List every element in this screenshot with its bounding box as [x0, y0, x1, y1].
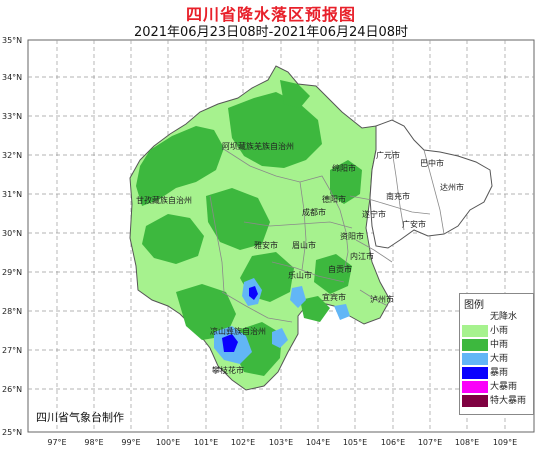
lat-label: 35°N	[2, 36, 22, 45]
city-label: 广安市	[402, 219, 426, 229]
lon-label: 106°E	[381, 438, 405, 447]
legend-swatch	[462, 381, 488, 393]
city-label: 资阳市	[340, 231, 364, 241]
lon-label: 100°E	[156, 438, 180, 447]
legend-label: 大暴雨	[490, 382, 518, 392]
lon-label: 98°E	[84, 438, 103, 447]
lat-label: 27°N	[2, 346, 22, 355]
lat-label: 25°N	[2, 428, 22, 437]
city-label: 攀枝花市	[212, 365, 244, 375]
lat-label: 33°N	[2, 112, 22, 121]
lat-axis: 35°N 34°N 33°N 32°N 31°N 30°N 29°N 28°N …	[2, 36, 22, 437]
city-label: 泸州市	[370, 294, 394, 304]
rainstorm-areas	[222, 286, 258, 352]
legend-label: 无降水	[490, 312, 518, 322]
legend-item: 中雨	[462, 339, 532, 352]
city-label: 达州市	[440, 182, 464, 192]
lon-label: 105°E	[343, 438, 367, 447]
lat-label: 32°N	[2, 151, 22, 160]
legend-item: 特大暴雨	[462, 395, 532, 408]
moderate-rain-areas	[136, 80, 362, 376]
lon-label: 97°E	[47, 438, 66, 447]
lat-label: 28°N	[2, 307, 22, 316]
lon-label: 109°E	[493, 438, 517, 447]
lat-label: 31°N	[2, 190, 22, 199]
city-label: 乐山市	[288, 270, 312, 280]
legend-box: 图例 无降水 小雨 中雨 大雨 暴雨 大暴雨 特大暴雨	[459, 293, 534, 415]
city-label: 眉山市	[292, 240, 316, 250]
legend-label: 中雨	[490, 340, 509, 350]
lon-axis: 97°E 98°E 99°E 100°E 101°E 102°E 103°E 1…	[47, 438, 517, 447]
legend-swatch	[462, 311, 488, 323]
lat-label: 29°N	[2, 268, 22, 277]
legend-label: 大雨	[490, 354, 509, 364]
city-label: 南充市	[386, 191, 410, 201]
legend-item: 小雨	[462, 325, 532, 338]
city-label: 内江市	[350, 251, 374, 261]
legend-swatch	[462, 339, 488, 351]
legend-swatch	[462, 353, 488, 365]
province-no-rain-east	[369, 119, 493, 249]
legend-label: 小雨	[490, 326, 509, 336]
lon-label: 102°E	[231, 438, 255, 447]
city-label: 遂宁市	[362, 209, 386, 219]
city-label: 凉山彝族自治州	[210, 326, 266, 336]
legend-label: 特大暴雨	[490, 396, 527, 406]
legend-label: 暴雨	[490, 368, 509, 378]
city-label: 甘孜藏族自治州	[136, 195, 192, 205]
lon-label: 99°E	[121, 438, 140, 447]
lat-label: 34°N	[2, 73, 22, 82]
legend-item: 大暴雨	[462, 381, 532, 394]
lat-label: 30°N	[2, 229, 22, 238]
lon-label: 107°E	[418, 438, 442, 447]
map-subtitle: 2021年06月23日08时-2021年06月24日08时	[133, 25, 409, 40]
city-label: 绵阳市	[332, 163, 356, 173]
legend-swatch	[462, 395, 488, 407]
city-labels: 阿坝藏族羌族自治州 甘孜藏族自治州 绵阳市 广元市 巴中市 达州市 南充市 德阳…	[136, 141, 464, 375]
lon-label: 103°E	[269, 438, 293, 447]
city-label: 广元市	[376, 150, 400, 160]
admin-boundaries	[209, 147, 445, 323]
city-label: 德阳市	[322, 194, 346, 204]
city-label: 巴中市	[420, 158, 444, 168]
legend-swatch	[462, 367, 488, 379]
legend-swatch	[462, 325, 488, 337]
legend-title: 图例	[464, 300, 484, 311]
city-label: 阿坝藏族羌族自治州	[222, 141, 294, 151]
legend-item: 大雨	[462, 353, 532, 366]
lon-label: 104°E	[306, 438, 330, 447]
city-label: 雅安市	[254, 240, 278, 250]
city-label: 宜宾市	[322, 292, 346, 302]
lon-label: 101°E	[194, 438, 218, 447]
city-label: 自贡市	[328, 264, 352, 274]
lat-label: 26°N	[2, 385, 22, 394]
lon-label: 108°E	[455, 438, 479, 447]
producer-credit: 四川省气象台制作	[36, 411, 124, 424]
city-label: 成都市	[302, 207, 326, 217]
map-title: 四川省降水落区预报图	[185, 5, 356, 24]
legend-item: 暴雨	[462, 367, 532, 380]
legend-item: 无降水	[462, 311, 532, 324]
